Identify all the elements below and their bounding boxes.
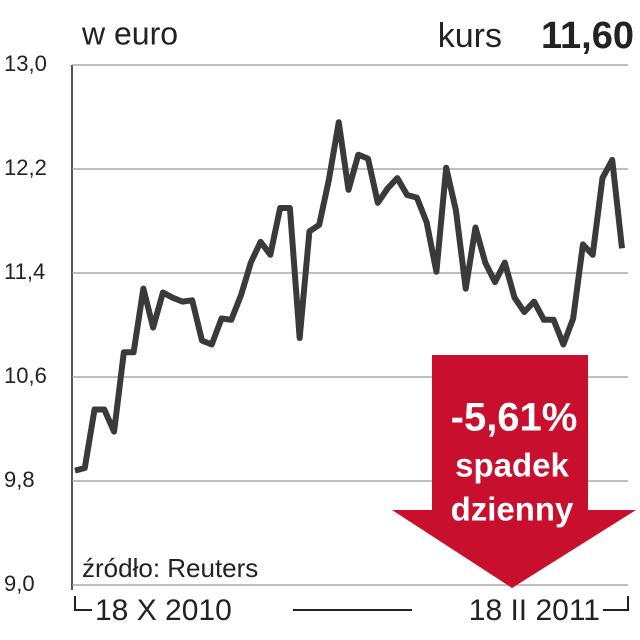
- unit-label: w euro: [81, 15, 178, 51]
- y-tick-label: 11,4: [4, 259, 45, 284]
- change-word: dzienny: [451, 491, 574, 528]
- y-tick-label: 12,2: [4, 155, 47, 180]
- date-bracket: [74, 596, 629, 611]
- y-tick-label: 13,0: [4, 51, 47, 76]
- change-arrow: [392, 355, 636, 588]
- price: 11,60: [541, 15, 634, 57]
- change-label: -5,61%: [451, 396, 578, 440]
- change-word: spadek: [455, 447, 569, 484]
- y-tick-label: 10,6: [4, 363, 47, 388]
- source: źródło: Reuters: [82, 553, 258, 583]
- price-label: kurs: [438, 17, 502, 55]
- grid: [72, 64, 628, 586]
- y-tick-label: 9,8: [4, 467, 35, 492]
- x-tick-label: 18 II 2011: [469, 594, 600, 627]
- price-line: [74, 119, 625, 474]
- x-tick-label: 18 X 2010: [95, 594, 232, 627]
- y-tick-label: 9,0: [4, 571, 35, 596]
- plot: [74, 119, 625, 474]
